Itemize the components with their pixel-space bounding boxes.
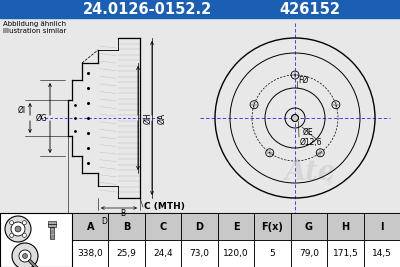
Circle shape — [292, 115, 298, 121]
Bar — [181, 213, 218, 240]
Text: ØA: ØA — [157, 112, 166, 124]
Text: B: B — [123, 222, 130, 231]
Text: F(x): F(x) — [262, 222, 283, 231]
Bar — [72, 213, 108, 240]
Bar — [254, 240, 291, 267]
Bar — [0, 18, 400, 213]
Bar — [145, 213, 181, 240]
Bar — [0, 0, 400, 18]
Bar — [48, 221, 56, 227]
Text: D: D — [101, 217, 107, 226]
Circle shape — [10, 221, 14, 225]
Bar — [218, 213, 254, 240]
Circle shape — [15, 226, 21, 232]
Text: C (MTH): C (MTH) — [144, 202, 185, 211]
Text: FØ: FØ — [298, 76, 308, 84]
Circle shape — [5, 216, 31, 242]
Bar — [50, 227, 54, 239]
Bar — [218, 240, 254, 267]
Circle shape — [22, 221, 26, 225]
Text: Ate: Ate — [284, 159, 336, 187]
Bar — [72, 240, 108, 267]
Text: H: H — [341, 222, 349, 231]
Text: 426152: 426152 — [280, 2, 340, 17]
Text: D: D — [196, 222, 204, 231]
Text: E: E — [233, 222, 239, 231]
Text: 79,0: 79,0 — [299, 249, 319, 258]
Bar — [145, 240, 181, 267]
Text: 24,4: 24,4 — [153, 249, 173, 258]
Text: Illustration similar: Illustration similar — [3, 28, 66, 34]
Text: ØH: ØH — [143, 112, 152, 124]
Text: G: G — [305, 222, 313, 231]
Text: 5: 5 — [270, 249, 275, 258]
Circle shape — [19, 250, 31, 262]
Circle shape — [11, 222, 25, 236]
Bar — [364, 213, 400, 240]
Bar — [327, 240, 364, 267]
Text: 24.0126-0152.2: 24.0126-0152.2 — [83, 2, 213, 17]
Bar — [291, 213, 327, 240]
Circle shape — [22, 233, 26, 237]
Bar — [181, 240, 218, 267]
Bar — [108, 240, 145, 267]
Circle shape — [10, 233, 14, 237]
Text: 14,5: 14,5 — [372, 249, 392, 258]
Bar — [254, 213, 291, 240]
Text: ØE: ØE — [303, 128, 314, 137]
Circle shape — [12, 243, 38, 267]
Text: Abbildung ähnlich: Abbildung ähnlich — [3, 21, 66, 27]
Bar — [0, 213, 400, 267]
Bar — [327, 213, 364, 240]
Text: ®: ® — [325, 179, 333, 187]
Text: I: I — [380, 222, 384, 231]
Text: C: C — [160, 222, 167, 231]
Text: ØI: ØI — [18, 105, 26, 115]
Text: 338,0: 338,0 — [77, 249, 103, 258]
Bar — [364, 240, 400, 267]
Circle shape — [22, 253, 28, 258]
Text: Ø12,6: Ø12,6 — [300, 138, 323, 147]
Text: B: B — [120, 209, 126, 218]
Text: 73,0: 73,0 — [190, 249, 210, 258]
Text: 120,0: 120,0 — [223, 249, 249, 258]
Text: A: A — [86, 222, 94, 231]
Bar — [108, 213, 145, 240]
Text: 25,9: 25,9 — [117, 249, 137, 258]
Text: 171,5: 171,5 — [332, 249, 358, 258]
Text: ØG: ØG — [36, 113, 48, 123]
Bar — [291, 240, 327, 267]
